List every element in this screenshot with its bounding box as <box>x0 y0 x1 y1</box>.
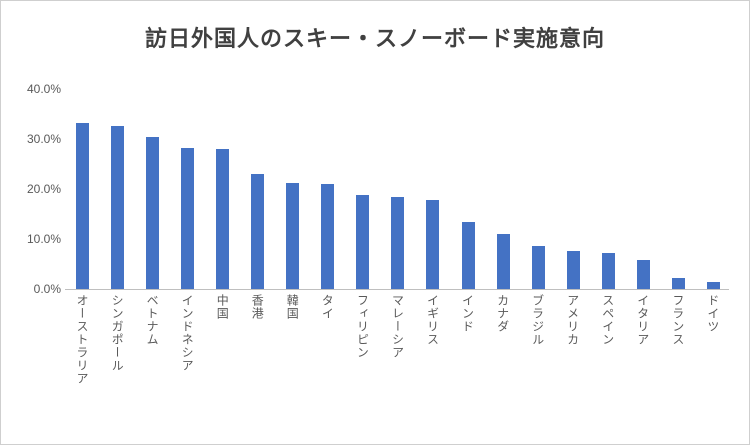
bar-15 <box>601 252 615 289</box>
category-slot: 香港 <box>240 294 275 439</box>
bar-slot <box>205 89 240 289</box>
bar-slot <box>65 89 100 289</box>
category-label: イタリア <box>635 294 650 346</box>
bar-4 <box>216 149 230 289</box>
bar-9 <box>391 196 405 289</box>
category-slot: タイ <box>310 294 345 439</box>
bar-slot <box>486 89 521 289</box>
bar-slot <box>170 89 205 289</box>
bar-3 <box>181 148 195 289</box>
bar-18 <box>706 281 720 289</box>
category-label: ベトナム <box>145 294 160 346</box>
category-label: ブラジル <box>530 294 545 346</box>
category-label: インドネシア <box>180 294 195 372</box>
y-tick-label: 10.0% <box>26 232 61 246</box>
bar-8 <box>356 195 370 289</box>
category-slot: ベトナム <box>135 294 170 439</box>
category-slot: イタリア <box>626 294 661 439</box>
category-slot: ブラジル <box>521 294 556 439</box>
y-tick-label: 0.0% <box>33 282 61 296</box>
category-label: アメリカ <box>565 294 580 346</box>
category-label: フランス <box>670 294 685 346</box>
category-label: 香港 <box>250 294 265 320</box>
y-axis: 0.0% 10.0% 20.0% 30.0% 40.0% <box>7 82 61 296</box>
category-slot: インドネシア <box>170 294 205 439</box>
category-label: フィリピン <box>355 294 370 359</box>
category-axis: オーストラリア シンガポール ベトナム インドネシア 中国 香港 韓国 タイ フィリピン マレーシ… <box>65 294 731 439</box>
bar-16 <box>636 260 650 289</box>
category-label: カナダ <box>495 294 510 333</box>
category-slot: シンガポール <box>100 294 135 439</box>
bar-7 <box>321 184 335 289</box>
bar-slot <box>135 89 170 289</box>
category-slot: インド <box>451 294 486 439</box>
category-slot: ドイツ <box>696 294 731 439</box>
bar-slot <box>275 89 310 289</box>
bar-0 <box>76 122 90 289</box>
chart-title: 訪日外国人のスキー・スノーボード実施意向 <box>144 26 605 51</box>
bar-slot <box>556 89 591 289</box>
category-label: 中国 <box>215 294 230 320</box>
category-label: ドイツ <box>705 294 720 333</box>
category-label: オーストラリア <box>75 294 90 385</box>
category-label: イギリス <box>425 294 440 346</box>
bar-10 <box>426 200 440 289</box>
category-label: インド <box>460 294 475 333</box>
category-slot: マレーシア <box>380 294 415 439</box>
category-label: 韓国 <box>285 294 300 320</box>
category-slot: カナダ <box>486 294 521 439</box>
bar-slot <box>380 89 415 289</box>
y-tick-label: 40.0% <box>26 82 61 96</box>
category-slot: アメリカ <box>556 294 591 439</box>
bar-6 <box>286 182 300 289</box>
bar-14 <box>566 251 580 289</box>
category-label: マレーシア <box>390 294 405 359</box>
bar-slot <box>591 89 626 289</box>
bar-slot <box>345 89 380 289</box>
category-slot: オーストラリア <box>65 294 100 439</box>
bar-2 <box>146 136 160 289</box>
bar-slot <box>696 89 731 289</box>
bar-slot <box>240 89 275 289</box>
y-tick-label: 20.0% <box>26 182 61 196</box>
bar-slot <box>415 89 450 289</box>
category-label: スペイン <box>600 294 615 346</box>
x-axis-line <box>65 289 729 290</box>
category-slot: フィリピン <box>345 294 380 439</box>
bar-slot <box>100 89 135 289</box>
category-slot: イギリス <box>415 294 450 439</box>
bar-slot <box>451 89 486 289</box>
bar-13 <box>531 246 545 289</box>
category-slot: 韓国 <box>275 294 310 439</box>
bar-slot <box>661 89 696 289</box>
bar-slot <box>626 89 661 289</box>
bar-1 <box>111 125 125 289</box>
category-label: タイ <box>320 294 335 320</box>
y-tick-label: 30.0% <box>26 132 61 146</box>
bar-11 <box>461 222 475 289</box>
bar-slot <box>521 89 556 289</box>
bar-slot <box>310 89 345 289</box>
bar-12 <box>496 234 510 289</box>
category-slot: フランス <box>661 294 696 439</box>
category-slot: 中国 <box>205 294 240 439</box>
category-slot: スペイン <box>591 294 626 439</box>
category-label: シンガポール <box>110 294 125 372</box>
bar-5 <box>251 174 265 289</box>
plot-area <box>65 89 731 289</box>
bar-17 <box>671 278 685 289</box>
